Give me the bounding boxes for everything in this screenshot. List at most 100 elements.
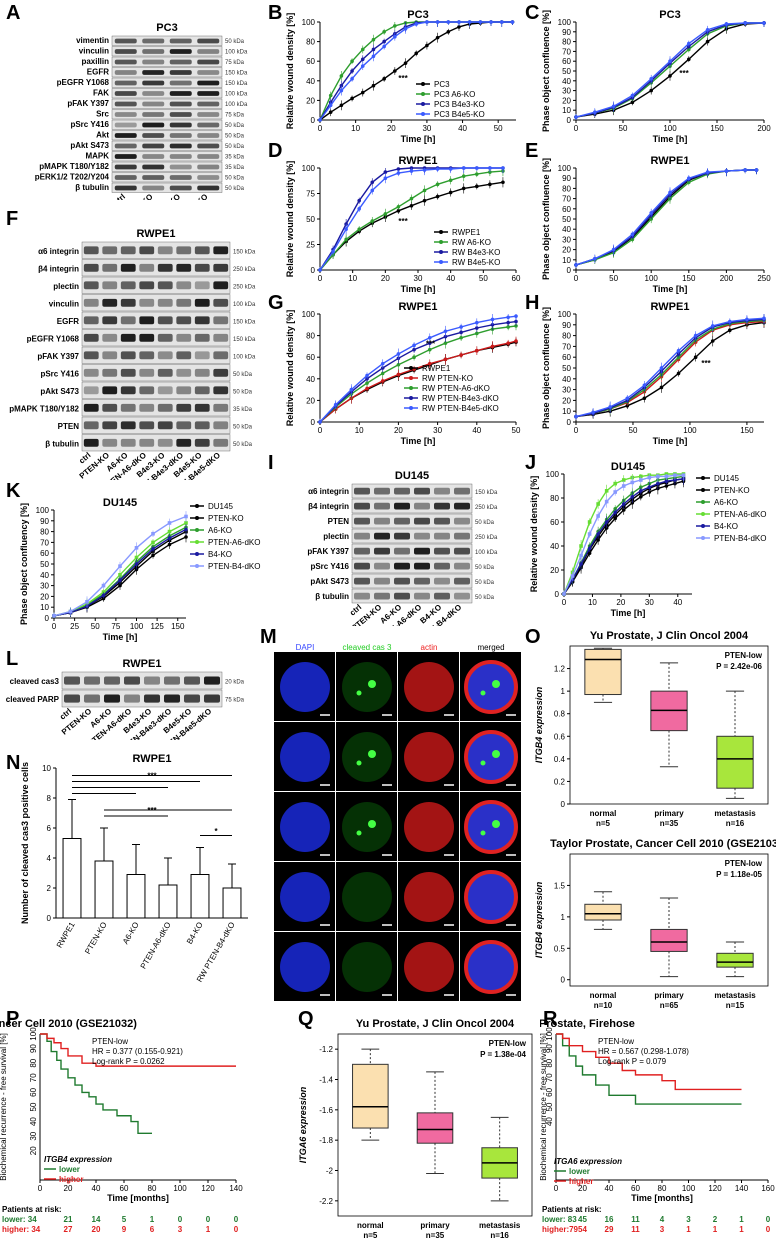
y-tick-label: 80 [29, 1058, 38, 1067]
blot-band [102, 438, 118, 447]
blot-band [139, 438, 155, 447]
data-point [403, 61, 408, 65]
x-tick-label: 40 [92, 1184, 101, 1193]
cell-spheroid [280, 662, 330, 712]
y-axis-label: Phase object confluency [%] [19, 503, 29, 625]
legend-label: B4-KO [714, 522, 738, 531]
blot-band [197, 91, 220, 96]
y-tick-label: 40 [545, 1117, 554, 1126]
data-point [412, 347, 416, 352]
blot-band [213, 421, 229, 430]
blot-row-label: pSrc Y416 [40, 369, 79, 378]
data-point [562, 592, 566, 596]
survival-p-mskcc: MSKCC Prostate, Cancer Cell 2010 (GSE210… [0, 1018, 243, 1234]
panel-label-a: A [6, 2, 21, 24]
data-point [630, 100, 635, 105]
blot-row-label: vimentin [76, 36, 109, 45]
risk-table-cell: 21 [64, 1215, 73, 1224]
sample-size-label: n=15 [726, 1001, 745, 1010]
sample-size-label: n=5 [596, 819, 611, 828]
data-point [425, 20, 429, 24]
blot-strip [111, 109, 223, 120]
data-point [587, 546, 592, 551]
legend-marker [409, 386, 413, 390]
data-point [184, 527, 188, 532]
data-point [396, 372, 401, 377]
blot-band [414, 577, 430, 585]
x-tick-label: 40 [458, 124, 467, 133]
y-tick-label: 80 [545, 1058, 554, 1067]
blot-kda-label: 35 kDa [225, 165, 245, 171]
blot-strip [111, 46, 223, 57]
stat-annotation: P = 1.18e-05 [716, 870, 762, 879]
blot-band [102, 333, 118, 342]
cell-spheroid-outline [464, 800, 518, 854]
x-axis-label: Time [h] [103, 632, 138, 642]
cell-spheroid [342, 802, 392, 852]
data-point [642, 396, 647, 401]
series-line [319, 320, 517, 423]
chart-title: Taylor Prostate, Cancer Cell 2010 (GSE21… [550, 838, 776, 850]
risk-table-cell: 5 [122, 1215, 127, 1224]
blot-band [394, 547, 410, 555]
blot-band [139, 333, 155, 342]
data-point [664, 479, 669, 483]
data-point [459, 330, 463, 335]
risk-table-cell: 1 [206, 1225, 211, 1234]
data-point [570, 574, 575, 578]
box [352, 1063, 389, 1129]
sample-size-label: n=16 [490, 1231, 509, 1240]
data-point [383, 212, 388, 216]
legend-label: PTEN-B4-dKO [714, 534, 766, 543]
data-point [676, 371, 681, 376]
data-point [475, 166, 479, 170]
sample-size-label: n=10 [594, 1001, 613, 1010]
y-tick-label: 80 [562, 332, 571, 341]
y-tick-label: 70 [562, 195, 571, 204]
blot-band [176, 246, 192, 255]
data-point [339, 103, 344, 108]
blot-band [83, 386, 99, 395]
blot-band [157, 351, 173, 360]
data-point [604, 520, 609, 524]
blot-band [120, 403, 136, 412]
blot-band [83, 368, 99, 377]
micrograph-column-header: DAPI [296, 643, 315, 652]
stat-annotation: HR = 0.377 (0.155-0.921) [92, 1047, 183, 1056]
blot-band [157, 298, 173, 307]
blot-band [114, 122, 137, 128]
blot-band [176, 316, 192, 325]
data-point [656, 481, 660, 486]
data-point [167, 536, 172, 540]
data-point [459, 325, 463, 329]
y-tick-label: 20 [562, 246, 571, 255]
data-point [587, 520, 592, 524]
blot-kda-label: 50 kDa [475, 580, 495, 586]
blot-band [164, 694, 180, 703]
chart-title: RWPE1 [651, 155, 690, 167]
y-tick-label: 0 [567, 418, 572, 427]
legend-label: PC3 [434, 80, 450, 89]
data-point [647, 485, 652, 489]
blot-band [169, 185, 192, 191]
data-point [414, 51, 419, 56]
blot-band [374, 547, 390, 555]
x-tick-label: 150 [740, 426, 754, 435]
risk-table-cell: 11 [631, 1215, 640, 1224]
data-point [510, 20, 515, 24]
blot-kda-label: 150 kDa [233, 319, 256, 325]
blot-band [213, 438, 229, 447]
y-tick-label: 0 [311, 116, 316, 125]
data-point [668, 59, 672, 63]
box [584, 903, 622, 921]
data-point [710, 339, 715, 343]
blot-band [197, 185, 220, 191]
wb-title: RWPE1 [123, 658, 162, 670]
y-tick-label: 60 [545, 1087, 554, 1096]
x-tick-label: 120 [201, 1184, 215, 1193]
data-point [328, 103, 333, 108]
data-point [676, 348, 681, 353]
legend-label: A6-KO [208, 526, 232, 535]
panel-label-c: C [525, 2, 540, 24]
